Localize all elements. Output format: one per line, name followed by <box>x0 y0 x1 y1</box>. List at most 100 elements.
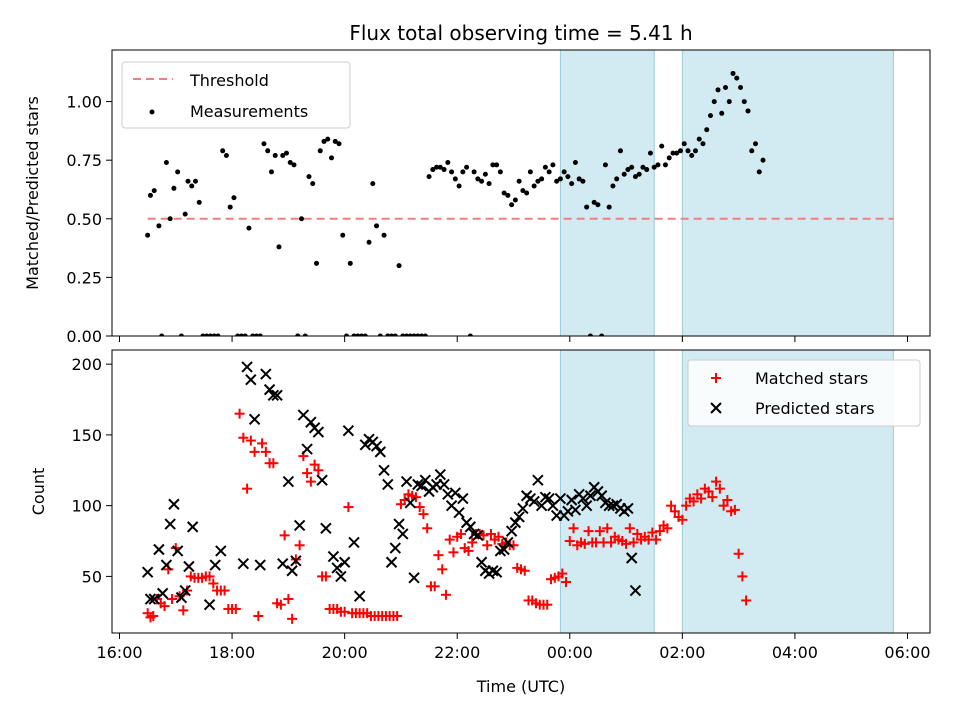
matched-point <box>714 483 725 494</box>
measurement-point <box>670 150 676 156</box>
matched-point <box>688 496 699 507</box>
predicted-point <box>293 519 306 532</box>
y-tick-label: 150 <box>71 426 102 445</box>
predicted-mark-b <box>445 499 458 512</box>
measurement-point <box>235 333 241 336</box>
predicted-mark-b <box>209 559 221 571</box>
top-y-axis-label: Matched/Predicted stars <box>23 96 42 290</box>
measurement-point <box>479 178 485 184</box>
measurement-point <box>220 148 226 154</box>
x-axis-label: Time (UTC) <box>476 677 565 696</box>
measurement-point <box>302 333 308 336</box>
measurement-point <box>625 167 631 173</box>
predicted-point <box>625 552 638 564</box>
predicted-point <box>290 555 302 567</box>
predicted-point <box>404 497 417 509</box>
predicted-point <box>171 545 184 557</box>
measurement-point <box>662 162 668 168</box>
predicted-point <box>164 518 176 530</box>
matched-point <box>703 486 714 497</box>
predicted-mark-b <box>144 593 157 605</box>
measurement-point <box>242 333 248 336</box>
predicted-point <box>498 543 510 556</box>
matched-point <box>654 526 665 537</box>
measurement-point <box>629 164 635 170</box>
predicted-mark-b <box>342 424 355 437</box>
predicted-point <box>565 494 578 506</box>
matched-point <box>422 523 433 534</box>
predicted-point <box>245 374 257 386</box>
legend-matched-label: Matched stars <box>755 369 868 388</box>
predicted-mark-b <box>331 562 343 574</box>
predicted-point <box>175 591 188 604</box>
measurement-point <box>445 160 451 166</box>
matched-point <box>662 523 673 534</box>
measurement-point <box>505 192 511 198</box>
predicted-point <box>629 584 642 597</box>
predicted-mark-b <box>577 492 589 505</box>
measurement-point <box>227 204 233 210</box>
predicted-mark-b <box>378 464 390 476</box>
measurement-point <box>715 87 721 93</box>
predicted-point <box>353 590 366 602</box>
measurement-point <box>535 178 541 184</box>
measurement-point <box>362 333 368 336</box>
matched-point <box>444 534 455 545</box>
predicted-point <box>153 543 165 556</box>
measurement-point <box>467 333 473 336</box>
measurement-point <box>310 181 316 187</box>
predicted-mark-b <box>509 516 522 529</box>
bottom-x-ticks: 16:00 18:00 20:00 22:00 00:00 02:00 04:00 06:00 <box>96 633 931 662</box>
matched-point <box>437 564 448 575</box>
measurement-point <box>314 260 319 266</box>
measurement-point <box>415 333 421 336</box>
measurement-point <box>253 333 259 336</box>
matched-point <box>733 548 744 559</box>
matched-point <box>268 458 279 469</box>
predicted-mark-b <box>393 518 405 530</box>
measurement-point <box>159 333 165 336</box>
measurement-point <box>268 169 274 175</box>
measurement-point <box>317 148 323 154</box>
measurement-point <box>452 176 458 182</box>
measurement-point <box>192 178 198 184</box>
shaded-region <box>559 49 655 337</box>
predicted-mark-b <box>316 474 328 486</box>
measurement-point <box>434 164 440 170</box>
measurement-point <box>295 333 301 336</box>
predicted-point <box>160 559 173 571</box>
measurement-point <box>550 162 556 168</box>
measurement-point <box>666 155 672 161</box>
measurement-point <box>325 136 331 142</box>
predicted-point <box>141 566 154 578</box>
measurement-point <box>516 178 522 184</box>
matched-point <box>418 509 429 520</box>
measurement-point <box>145 232 151 238</box>
measurement-point <box>621 171 627 177</box>
measurement-point <box>407 333 413 336</box>
predicted-point <box>215 545 227 557</box>
measurement-point <box>344 333 350 336</box>
predicted-point <box>412 478 424 491</box>
predicted-mark-b <box>168 498 180 510</box>
predicted-mark-b <box>580 499 593 512</box>
measurement-point <box>692 148 698 154</box>
matched-point <box>463 545 474 556</box>
measurement-point <box>674 150 680 156</box>
predicted-point <box>490 566 503 578</box>
predicted-mark-b <box>505 525 518 537</box>
predicted-point <box>378 464 390 476</box>
measurement-point <box>351 333 357 336</box>
legend-predicted-swatch <box>710 402 722 414</box>
matched-point <box>283 594 294 605</box>
predicted-point <box>271 389 283 401</box>
predicted-point <box>532 474 544 486</box>
matched-point <box>287 613 298 624</box>
matched-point <box>182 585 193 596</box>
matched-point <box>737 571 748 582</box>
measurement-point <box>501 190 507 196</box>
matched-point <box>208 578 219 589</box>
measurement-point <box>231 195 237 201</box>
predicted-mark-b <box>517 502 529 515</box>
predicted-point <box>622 502 634 515</box>
